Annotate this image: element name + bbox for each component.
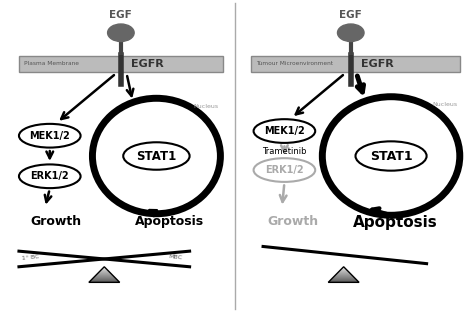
Polygon shape [343,267,345,268]
Text: Apoptosis: Apoptosis [353,215,438,230]
Text: MEK1/2: MEK1/2 [29,131,70,141]
Polygon shape [92,278,116,279]
Polygon shape [100,270,108,271]
Polygon shape [93,277,115,278]
Text: Nucleus: Nucleus [432,102,457,107]
Polygon shape [336,274,351,275]
Polygon shape [329,281,358,282]
Polygon shape [98,272,110,273]
Circle shape [108,24,134,41]
Ellipse shape [322,97,460,215]
Polygon shape [101,269,107,270]
Polygon shape [97,274,112,275]
Ellipse shape [92,98,220,214]
Text: 1° BC: 1° BC [22,254,40,261]
Polygon shape [103,267,105,268]
Ellipse shape [254,158,315,182]
Text: EGFR: EGFR [361,59,394,69]
Ellipse shape [356,141,427,171]
Polygon shape [94,276,114,277]
Text: ERK1/2: ERK1/2 [265,165,304,175]
Polygon shape [99,271,109,272]
Text: EGFR: EGFR [131,59,164,69]
Ellipse shape [254,119,315,143]
Polygon shape [95,275,113,276]
Circle shape [337,24,364,41]
Text: STAT1: STAT1 [137,149,176,163]
Polygon shape [331,279,356,280]
Text: EGF: EGF [109,10,132,20]
Text: EGF: EGF [339,10,362,20]
Ellipse shape [19,164,81,188]
Text: MBC: MBC [168,254,182,261]
Text: ERK1/2: ERK1/2 [30,171,69,181]
Polygon shape [340,269,346,270]
Polygon shape [337,273,350,274]
Bar [251,56,460,72]
Text: STAT1: STAT1 [370,149,412,163]
Text: MEK1/2: MEK1/2 [264,126,305,136]
Polygon shape [90,281,119,282]
Polygon shape [338,271,349,272]
Polygon shape [91,280,118,281]
Polygon shape [102,268,106,269]
Text: Trametinib: Trametinib [262,147,307,156]
Bar [19,56,223,72]
Text: Apoptosis: Apoptosis [135,215,204,228]
Polygon shape [91,279,117,280]
Text: Nucleus: Nucleus [193,104,218,109]
Polygon shape [337,272,350,273]
Polygon shape [342,268,346,269]
Text: Plasma Membrane: Plasma Membrane [24,61,79,66]
Polygon shape [332,278,356,279]
Polygon shape [334,276,354,277]
Text: Growth: Growth [268,215,319,228]
Ellipse shape [19,124,81,148]
Polygon shape [340,270,347,271]
Ellipse shape [123,142,190,170]
Text: Growth: Growth [31,215,82,228]
Polygon shape [330,280,357,281]
Polygon shape [334,275,353,276]
Text: Tumour Microenvironment: Tumour Microenvironment [256,61,333,66]
Polygon shape [333,277,355,278]
Polygon shape [98,273,111,274]
